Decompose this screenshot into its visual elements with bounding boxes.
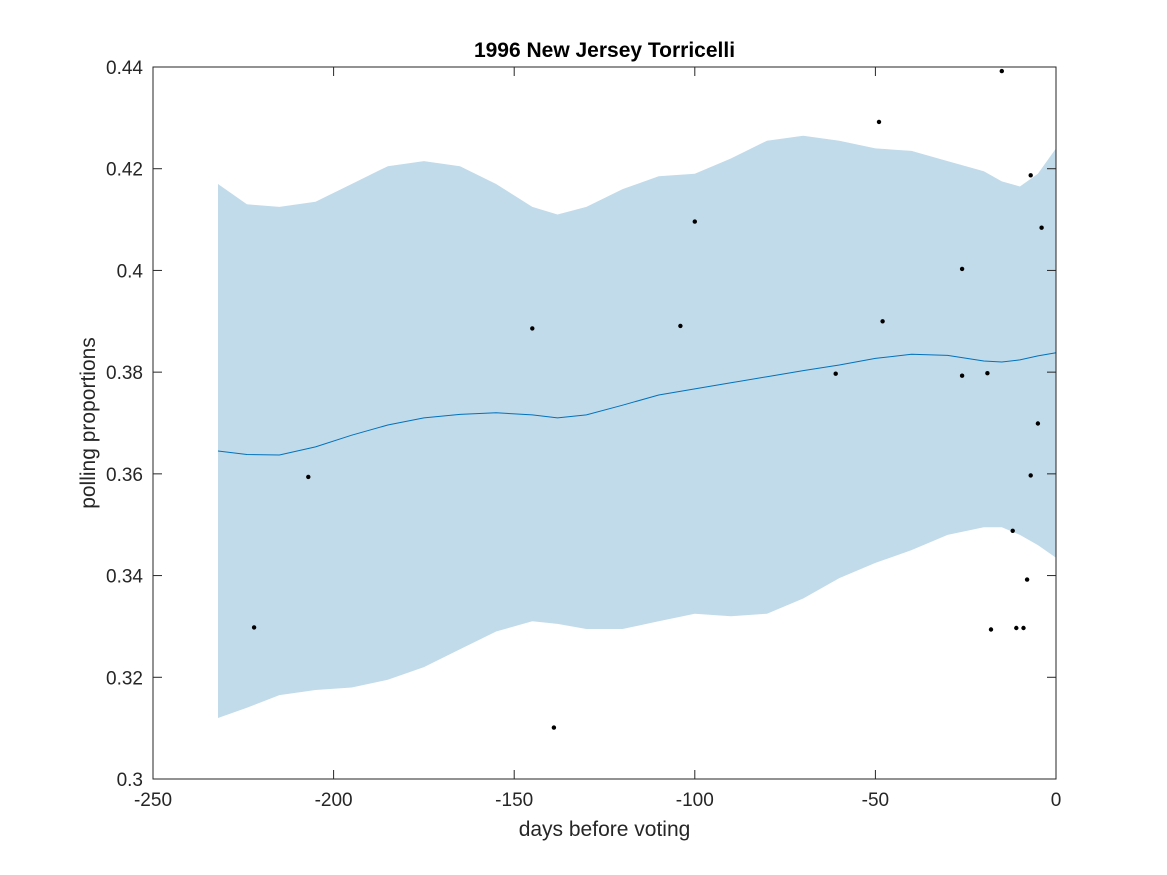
- y-tick-label: 0.32: [106, 668, 143, 689]
- data-point: [251, 625, 257, 630]
- axes-box: [152, 66, 1057, 780]
- y-axis-label: polling proportions: [77, 337, 100, 509]
- data-point: [959, 266, 965, 272]
- data-point: [1021, 625, 1026, 631]
- data-point: [999, 68, 1004, 74]
- chart-title: 1996 New Jersey Torricelli: [474, 39, 735, 62]
- data-point: [1028, 473, 1033, 478]
- x-axis-label: days before voting: [519, 818, 691, 841]
- plot-area: [217, 68, 1057, 730]
- data-point: [551, 725, 557, 730]
- data-point: [988, 627, 994, 632]
- data-point: [959, 373, 965, 378]
- data-point: [880, 319, 885, 324]
- confidence-band: [218, 135, 1056, 718]
- data-point: [1028, 173, 1033, 178]
- x-tick-label: 0: [1051, 790, 1062, 811]
- data-point: [1039, 225, 1044, 230]
- x-tick-label: -200: [315, 790, 353, 811]
- data-point: [1035, 421, 1041, 426]
- data-point: [1014, 625, 1019, 631]
- data-point: [306, 474, 311, 480]
- y-tick-label: 0.44: [106, 58, 143, 79]
- data-point: [1010, 528, 1015, 533]
- data-point: [530, 326, 535, 331]
- x-tick-label: -50: [862, 790, 889, 811]
- data-point: [833, 371, 838, 376]
- x-tick-label: -250: [134, 790, 172, 811]
- x-tick-label: -150: [495, 790, 533, 811]
- ticks: -250 -200 -150 -100 -50 0 0.3 0.32 0.34 0.36 0.38 0…: [106, 58, 1061, 811]
- data-point: [1024, 577, 1030, 582]
- data-point: [678, 323, 683, 329]
- y-tick-label: 0.36: [106, 465, 143, 486]
- x-tick-label: -100: [676, 790, 714, 811]
- y-tick-label: 0.38: [106, 363, 143, 384]
- data-point: [692, 219, 697, 224]
- y-tick-label: 0.42: [106, 160, 143, 181]
- trend-line: [217, 352, 1057, 456]
- data-point: [985, 371, 990, 376]
- y-tick-label: 0.34: [106, 567, 143, 588]
- y-tick-label: 0.4: [117, 261, 144, 282]
- y-tick-label: 0.3: [117, 770, 143, 791]
- data-point: [876, 119, 882, 125]
